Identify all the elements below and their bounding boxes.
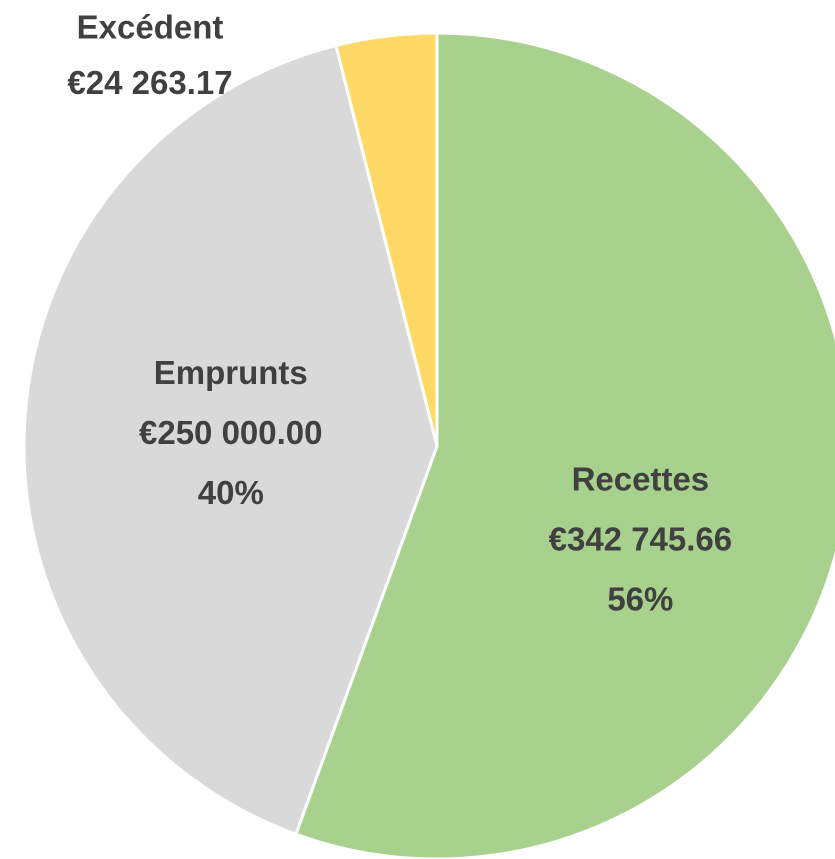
- value-label: €250 000.00: [139, 414, 323, 451]
- category-label: Emprunts: [154, 354, 308, 391]
- pie-slice: [22, 43, 439, 837]
- value-label: €342 745.66: [549, 521, 733, 558]
- pie-slice: [293, 31, 835, 859]
- percent-label: 40%: [198, 474, 264, 511]
- percent-label: 56%: [607, 581, 673, 618]
- category-label: Excédent: [77, 9, 224, 46]
- value-label: €24 263.17: [67, 64, 232, 101]
- category-label: Recettes: [572, 461, 710, 498]
- pie-slice: [334, 31, 439, 447]
